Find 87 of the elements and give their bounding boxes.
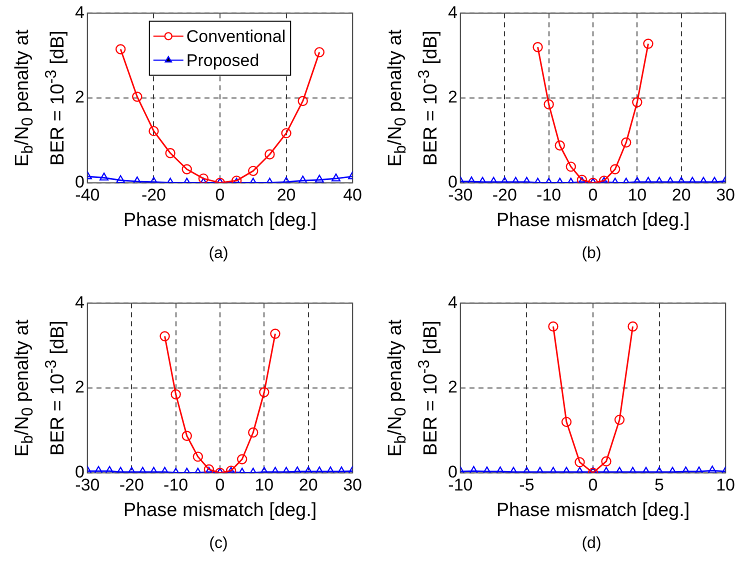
- point: [198, 173, 209, 183]
- x-tick-label: 20: [276, 186, 296, 205]
- x-axis-title: Phase mismatch [deg.]: [123, 500, 317, 521]
- x-axis-title: Phase mismatch [deg.]: [496, 210, 690, 231]
- point: [614, 414, 625, 425]
- x-tick-label: -20: [492, 186, 517, 205]
- y-tick-label: 4: [448, 292, 458, 312]
- point: [115, 44, 126, 54]
- point: [105, 466, 114, 473]
- point: [554, 140, 565, 151]
- y-tick-label: 4: [74, 292, 84, 312]
- point: [496, 466, 505, 473]
- point: [694, 466, 704, 473]
- legend-label: Proposed: [186, 50, 260, 70]
- x-tick-label: -5: [519, 476, 534, 495]
- point: [469, 466, 478, 473]
- x-tick-label: 5: [654, 476, 664, 495]
- point: [548, 321, 558, 332]
- point: [298, 96, 308, 106]
- y-tick-label: 4: [74, 2, 84, 22]
- point: [259, 387, 270, 398]
- point: [165, 148, 176, 158]
- point: [482, 466, 492, 473]
- point: [132, 176, 142, 183]
- point: [182, 164, 192, 174]
- point: [94, 466, 103, 473]
- y-tick-label: 0: [74, 172, 84, 192]
- point: [170, 389, 181, 400]
- point: [708, 466, 717, 473]
- y-tick-label: 2: [74, 88, 84, 107]
- x-tick-label: 20: [298, 476, 318, 495]
- x-tick-label: -10: [536, 186, 562, 205]
- point: [632, 97, 642, 108]
- point: [264, 149, 275, 160]
- x-tick-label: -20: [141, 186, 166, 205]
- point: [100, 172, 109, 181]
- point: [270, 328, 280, 339]
- text: (c): [208, 535, 229, 553]
- point: [248, 166, 258, 176]
- x-tick-label: 30: [343, 476, 362, 495]
- x-tick-label: 10: [628, 186, 647, 205]
- y-tick-label: 2: [448, 88, 458, 107]
- text: (a): [208, 245, 230, 263]
- point: [544, 99, 554, 110]
- x-tick-label: 0: [215, 186, 225, 205]
- point: [304, 466, 313, 473]
- point: [182, 430, 192, 442]
- x-tick-label: 0: [215, 476, 225, 495]
- point: [326, 466, 335, 473]
- point: [643, 38, 654, 49]
- x-tick-label: 40: [343, 186, 362, 205]
- point: [628, 321, 638, 332]
- point: [281, 128, 292, 138]
- point: [561, 416, 572, 428]
- text: (b): [580, 245, 602, 263]
- point: [314, 466, 324, 473]
- x-axis-title: Phase mismatch [deg.]: [123, 210, 317, 231]
- x-tick-label: -20: [119, 476, 144, 495]
- point: [331, 173, 340, 182]
- point: [532, 42, 543, 52]
- point: [314, 47, 325, 58]
- x-tick-label: -10: [164, 476, 188, 495]
- x-tick-label: 10: [254, 476, 274, 495]
- point: [248, 427, 258, 438]
- point: [298, 176, 308, 183]
- point: [132, 92, 142, 102]
- x-axis-title: Phase mismatch [deg.]: [496, 500, 690, 521]
- y-tick-label: 4: [448, 2, 458, 22]
- point: [314, 174, 324, 183]
- x-tick-label: 10: [716, 476, 736, 495]
- y-tick-label: 2: [448, 378, 458, 397]
- point: [681, 466, 690, 473]
- x-tick-label: 0: [588, 186, 598, 205]
- point: [337, 466, 346, 473]
- point: [467, 176, 476, 183]
- point: [148, 126, 159, 136]
- point: [710, 176, 719, 183]
- point: [160, 331, 170, 342]
- point: [116, 175, 126, 183]
- legend-label: Conventional: [186, 26, 286, 46]
- point: [292, 466, 302, 473]
- point: [621, 137, 632, 148]
- y-tick-label: 2: [74, 378, 84, 397]
- x-tick-label: 30: [716, 186, 736, 205]
- x-tick-label: 20: [672, 186, 691, 205]
- x-tick-label: 0: [588, 476, 598, 495]
- text: (d): [580, 535, 602, 553]
